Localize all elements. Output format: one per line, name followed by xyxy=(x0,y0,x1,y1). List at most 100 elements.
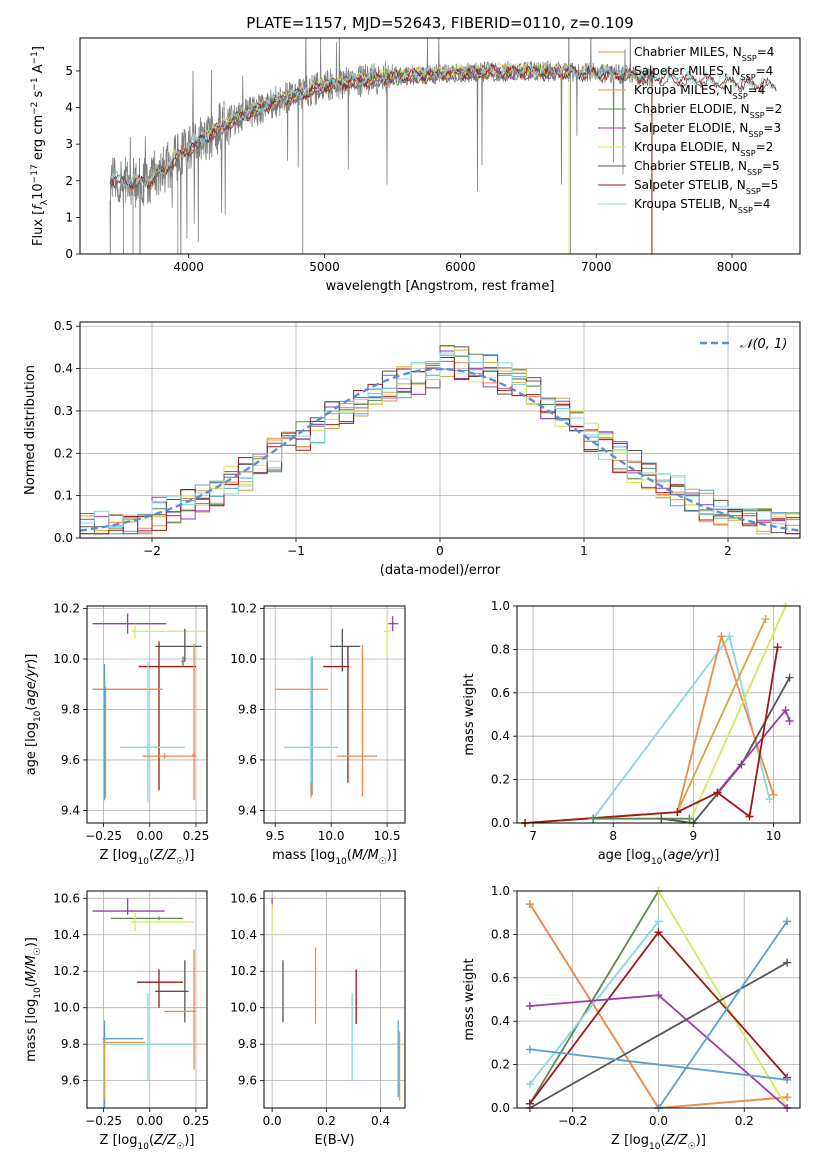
y-axis-label-part: age xyxy=(24,747,39,775)
y-axis-label-part: [log xyxy=(24,722,39,747)
y-tick-label: 10.2 xyxy=(53,964,80,978)
y-tick-label: 0.0 xyxy=(491,816,510,830)
x-axis-label-part: )] xyxy=(709,848,719,863)
x-axis-label: wavelength [Angstrom, rest frame] xyxy=(326,279,555,294)
y-tick-label: 4 xyxy=(65,101,73,115)
y-axis-label-part: ☉ xyxy=(33,947,43,955)
x-tick-label: 0.00 xyxy=(136,1114,163,1128)
weight-line-salpeter-elodie xyxy=(716,708,791,794)
y-tick-label: 10.6 xyxy=(53,891,80,905)
data-spectrum xyxy=(109,38,654,254)
weight-marker xyxy=(685,814,694,823)
x-axis-label-part: [log xyxy=(113,1133,138,1148)
axes-frame xyxy=(86,605,208,824)
y-axis-label-part: λ xyxy=(40,199,50,205)
model-spectrum-salpeter-miles xyxy=(125,64,652,190)
y-tick-label: 0.4 xyxy=(54,362,73,376)
x-axis-label-part: mass xyxy=(272,848,310,863)
x-tick-label: 10 xyxy=(766,829,781,843)
y-tick-label: 9.8 xyxy=(61,702,80,716)
legend-label-suffix: =2 xyxy=(765,102,783,116)
y-tick-label: 9.8 xyxy=(238,702,257,716)
y-tick-label: 0.0 xyxy=(54,531,73,545)
legend-label-sub: SSP xyxy=(748,130,763,139)
weight-marker xyxy=(654,917,663,926)
x-tick-label: 0.25 xyxy=(183,1114,210,1128)
y-tick-label: 0.6 xyxy=(491,971,510,985)
y-tick-label: 10.0 xyxy=(230,1001,257,1015)
axes-residuals: −2 −1 0 1 2 0.0 0.1 0.2 0.3 0.4 0.5 (data-model)/er… xyxy=(23,319,801,578)
x-tick-label: 0.2 xyxy=(735,1114,754,1128)
x-tick-label: 0.00 xyxy=(136,829,163,843)
y-axis-label-part: Normed distribution xyxy=(23,365,38,495)
y-axis-label-part: s xyxy=(31,90,46,101)
axes-mass-vs-EBV: 0.0 0.2 0.4 9.6 9.8 10.0 10.2 10.4 10.6 E(B-V) xyxy=(230,890,406,1148)
figure-title: PLATE=1157, MJD=52643, FIBERID=0110, z=0… xyxy=(246,14,633,32)
y-axis-label: mass [log10(M/M☉)] xyxy=(24,937,43,1062)
x-axis-label-part: 10 xyxy=(649,1142,661,1152)
y-axis-label-part: ( xyxy=(24,706,39,711)
y-tick-label: 1 xyxy=(65,210,73,224)
y-tick-label: 10.6 xyxy=(230,891,257,905)
weight-marker xyxy=(769,790,778,799)
y-tick-label: 0.2 xyxy=(491,773,510,787)
y-axis-label: Flux [fλ10−17 erg cm−2 s−1 A−1] xyxy=(30,46,50,246)
legend-label: Kroupa MILES, NSSP=4 xyxy=(634,83,765,101)
x-tick-label: 7000 xyxy=(581,260,612,274)
y-tick-label: 0.5 xyxy=(54,319,73,333)
y-tick-label: 9.6 xyxy=(238,753,257,767)
axes-frame xyxy=(263,605,406,824)
x-axis-label-part: (data-model)/error xyxy=(380,563,501,578)
x-axis-label-part: E(B-V) xyxy=(314,1133,354,1148)
x-axis-label: E(B-V) xyxy=(314,1133,354,1148)
x-tick-label: 0.2 xyxy=(317,1114,336,1128)
y-tick-label: 1.0 xyxy=(491,599,510,613)
y-axis-label-part: −1 xyxy=(30,77,40,90)
weight-marker xyxy=(785,673,794,682)
x-axis-label-part: ☉ xyxy=(176,857,184,867)
x-tick-label: 10.5 xyxy=(374,829,401,843)
y-tick-label: 10.0 xyxy=(53,652,80,666)
x-axis-label-part: )] xyxy=(184,1133,194,1148)
y-axis-label-part: )] xyxy=(24,654,39,664)
weight-marker xyxy=(745,812,754,821)
legend-label-sub: SSP xyxy=(746,187,761,196)
y-axis-label-part: M/M xyxy=(24,955,39,982)
plot-area-age-vs-mass xyxy=(264,606,405,823)
y-tick-label: 9.4 xyxy=(238,803,257,817)
x-axis-label-part: Z xyxy=(611,1133,624,1148)
residual-hist-kroupa-stelib xyxy=(80,352,800,527)
y-axis-label-part: erg cm xyxy=(31,115,46,164)
x-tick-label: 9 xyxy=(690,829,698,843)
legend-label-sub: SSP xyxy=(747,168,762,177)
x-axis-label-part: 10 xyxy=(651,857,663,867)
x-tick-label: 4000 xyxy=(173,260,204,274)
x-tick-label: 0.0 xyxy=(263,1114,282,1128)
x-tick-label: 6000 xyxy=(445,260,476,274)
x-axis-label-part: )] xyxy=(387,848,397,863)
y-tick-label: 1.0 xyxy=(491,884,510,898)
legend-label-suffix: =3 xyxy=(763,121,781,135)
weight-marker xyxy=(525,1080,534,1089)
weight-marker xyxy=(773,643,782,652)
x-tick-label: 7 xyxy=(529,829,537,843)
y-axis-label-part: mass weight xyxy=(462,673,477,755)
x-axis-label-part: Z xyxy=(100,848,113,863)
weight-marker xyxy=(525,900,534,909)
legend-label-suffix: =5 xyxy=(761,178,779,192)
y-axis-label: mass weight xyxy=(462,673,477,755)
legend-label-suffix: =4 xyxy=(756,64,774,78)
weight-marker xyxy=(737,760,746,769)
model-spectrum-chabrier-stelib xyxy=(109,64,777,190)
x-axis-label-part: ( xyxy=(149,848,154,863)
x-axis-label: Z [log10(Z/Z☉)] xyxy=(100,1133,195,1152)
y-axis-label: Normed distribution xyxy=(23,365,38,495)
weight-marker xyxy=(717,632,726,641)
legend-label: Salpeter MILES, NSSP=4 xyxy=(634,64,773,82)
x-axis-label-part: ( xyxy=(660,1133,665,1148)
legend-label: Chabrier STELIB, NSSP=5 xyxy=(634,159,780,177)
x-axis-label-part: 10 xyxy=(335,857,347,867)
legend-label: Chabrier MILES, NSSP=4 xyxy=(634,45,774,63)
